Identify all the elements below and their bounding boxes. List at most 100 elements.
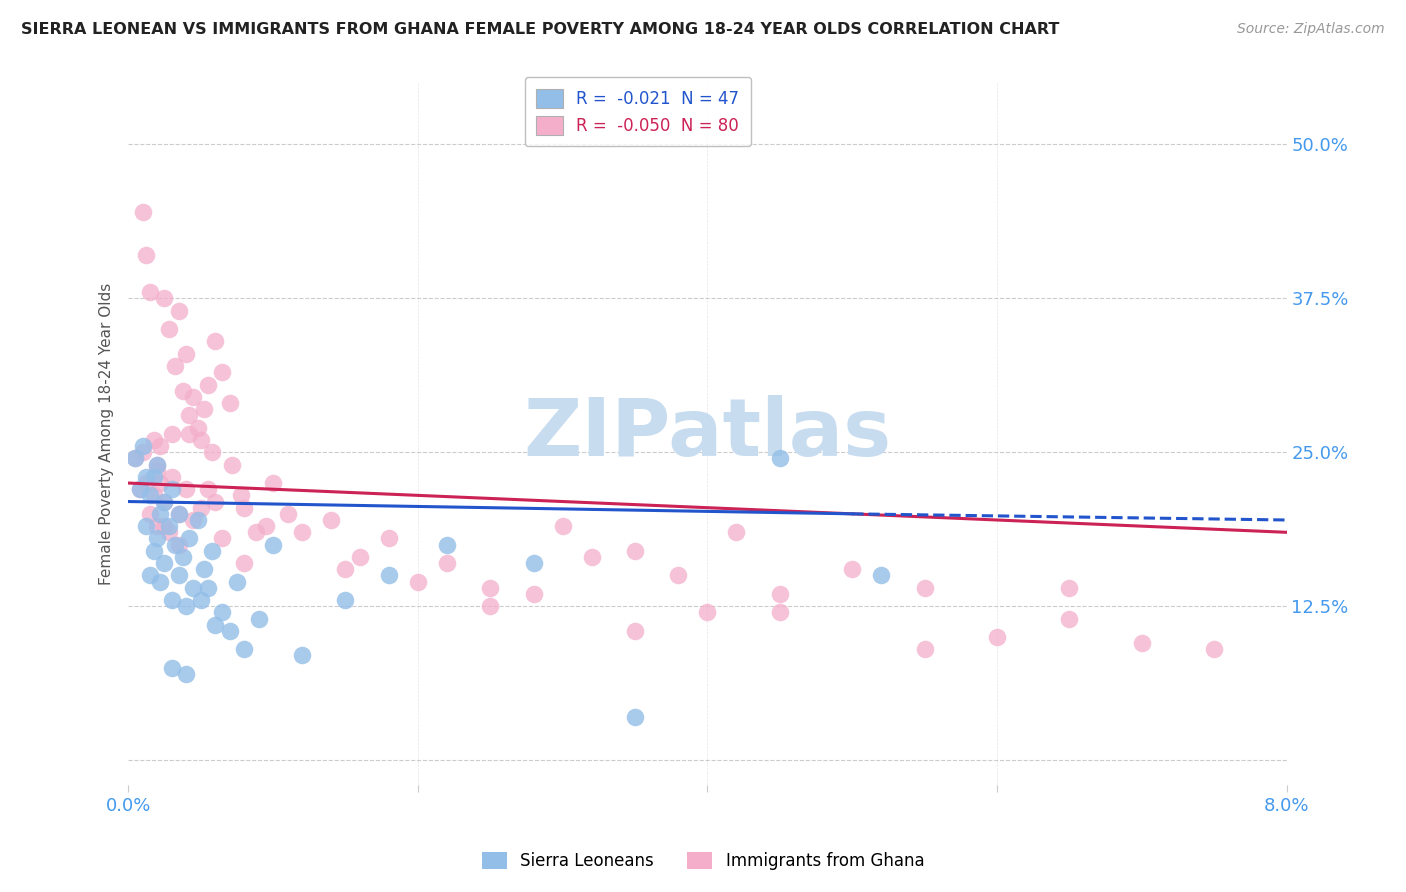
Point: [378, 532, 401, 546]
Point: [177, 426, 200, 441]
Point: [211, 532, 233, 546]
Point: [436, 556, 458, 570]
Point: [231, 488, 253, 502]
Text: Source: ZipAtlas.com: Source: ZipAtlas.com: [1237, 22, 1385, 37]
Point: [193, 402, 215, 417]
Point: [1204, 642, 1226, 657]
Point: [177, 532, 200, 546]
Point: [146, 458, 169, 472]
Point: [870, 568, 893, 582]
Point: [132, 445, 155, 459]
Point: [149, 574, 172, 589]
Point: [769, 587, 792, 601]
Point: [262, 476, 284, 491]
Point: [167, 303, 190, 318]
Point: [167, 568, 190, 582]
Point: [174, 599, 197, 614]
Point: [160, 661, 183, 675]
Point: [233, 500, 256, 515]
Point: [174, 667, 197, 681]
Point: [157, 525, 180, 540]
Point: [769, 451, 792, 466]
Point: [167, 538, 190, 552]
Point: [204, 617, 226, 632]
Point: [160, 482, 183, 496]
Point: [406, 574, 429, 589]
Point: [149, 507, 172, 521]
Point: [245, 525, 267, 540]
Point: [1059, 611, 1081, 625]
Point: [436, 538, 458, 552]
Point: [190, 593, 212, 607]
Point: [135, 476, 157, 491]
Point: [153, 291, 176, 305]
Point: [624, 624, 647, 638]
Point: [197, 377, 219, 392]
Point: [172, 384, 194, 398]
Point: [668, 568, 690, 582]
Point: [160, 426, 183, 441]
Point: [124, 451, 146, 466]
Point: [291, 525, 314, 540]
Point: [143, 470, 166, 484]
Point: [201, 543, 224, 558]
Point: [149, 476, 172, 491]
Point: [132, 205, 155, 219]
Point: [696, 605, 718, 619]
Point: [233, 642, 256, 657]
Text: SIERRA LEONEAN VS IMMIGRANTS FROM GHANA FEMALE POVERTY AMONG 18-24 YEAR OLDS COR: SIERRA LEONEAN VS IMMIGRANTS FROM GHANA …: [21, 22, 1060, 37]
Point: [135, 470, 157, 484]
Point: [221, 458, 243, 472]
Point: [190, 500, 212, 515]
Point: [143, 433, 166, 447]
Point: [1059, 581, 1081, 595]
Point: [167, 507, 190, 521]
Point: [167, 507, 190, 521]
Point: [218, 624, 240, 638]
Point: [128, 482, 150, 496]
Point: [146, 519, 169, 533]
Point: [128, 482, 150, 496]
Point: [1130, 636, 1153, 650]
Point: [725, 525, 748, 540]
Point: [153, 494, 176, 508]
Point: [146, 532, 169, 546]
Point: [254, 519, 277, 533]
Y-axis label: Female Poverty Among 18-24 Year Olds: Female Poverty Among 18-24 Year Olds: [100, 283, 114, 585]
Point: [914, 642, 936, 657]
Point: [160, 470, 183, 484]
Point: [174, 482, 197, 496]
Point: [247, 611, 270, 625]
Point: [276, 507, 298, 521]
Point: [190, 433, 212, 447]
Point: [211, 365, 233, 379]
Point: [378, 568, 401, 582]
Point: [193, 562, 215, 576]
Point: [197, 581, 219, 595]
Point: [986, 630, 1008, 644]
Legend: R =  -0.021  N = 47, R =  -0.050  N = 80: R = -0.021 N = 47, R = -0.050 N = 80: [524, 77, 751, 146]
Point: [163, 538, 186, 552]
Point: [135, 248, 157, 262]
Point: [841, 562, 863, 576]
Point: [172, 549, 194, 564]
Point: [523, 556, 546, 570]
Point: [160, 593, 183, 607]
Point: [523, 587, 546, 601]
Point: [183, 581, 205, 595]
Point: [163, 359, 186, 373]
Point: [124, 451, 146, 466]
Point: [153, 556, 176, 570]
Point: [139, 285, 162, 300]
Point: [153, 519, 176, 533]
Point: [187, 420, 209, 434]
Point: [551, 519, 574, 533]
Point: [218, 396, 240, 410]
Point: [143, 488, 166, 502]
Point: [204, 334, 226, 349]
Point: [479, 581, 502, 595]
Point: [335, 562, 357, 576]
Point: [146, 458, 169, 472]
Point: [349, 549, 371, 564]
Point: [291, 648, 314, 663]
